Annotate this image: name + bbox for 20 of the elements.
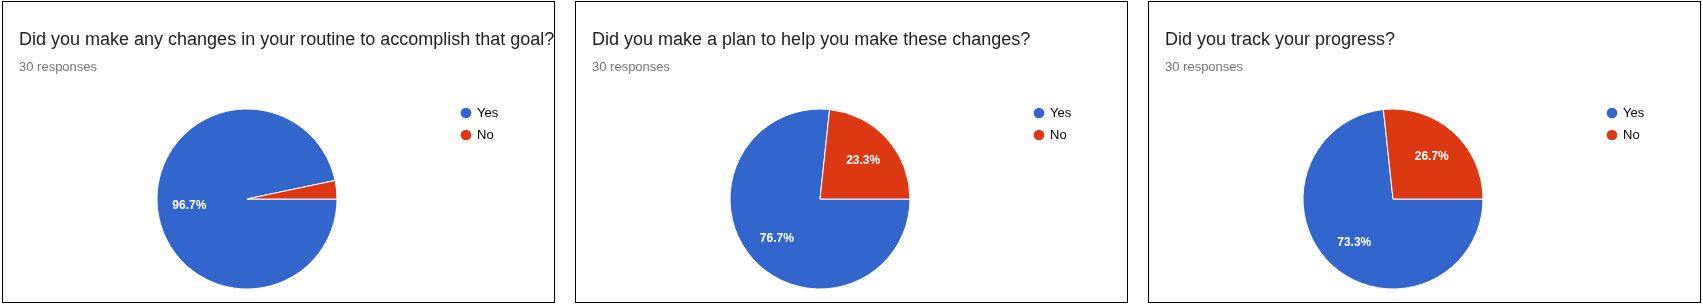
- legend-label: Yes: [1050, 105, 1072, 120]
- legend-label: No: [1050, 127, 1067, 142]
- legend-label: No: [1623, 127, 1640, 142]
- data-label: 76.7%: [759, 230, 795, 245]
- chart-subtitle: 30 responses: [1165, 59, 1244, 74]
- chart-subtitle: 30 responses: [19, 59, 98, 74]
- pie-slice: [1302, 109, 1484, 290]
- legend-label: No: [477, 127, 494, 142]
- pie-slice: [156, 108, 338, 290]
- chart-title: Did you track your progress?: [1165, 29, 1396, 49]
- data-label: 96.7%: [172, 198, 207, 212]
- chart-title: Did you make any changes in your routine to accomplish that goal?: [19, 29, 555, 49]
- legend-label: Yes: [477, 105, 499, 120]
- legend-label: Yes: [1623, 105, 1645, 120]
- data-label: 23.3%: [846, 153, 881, 168]
- pie-slice: [729, 108, 911, 290]
- data-label: 26.7%: [1414, 148, 1450, 163]
- data-label: 73.3%: [1337, 235, 1372, 250]
- chart-title: Did you make a plan to help you make these changes?: [592, 29, 1031, 49]
- chart-subtitle: 30 responses: [592, 59, 671, 74]
